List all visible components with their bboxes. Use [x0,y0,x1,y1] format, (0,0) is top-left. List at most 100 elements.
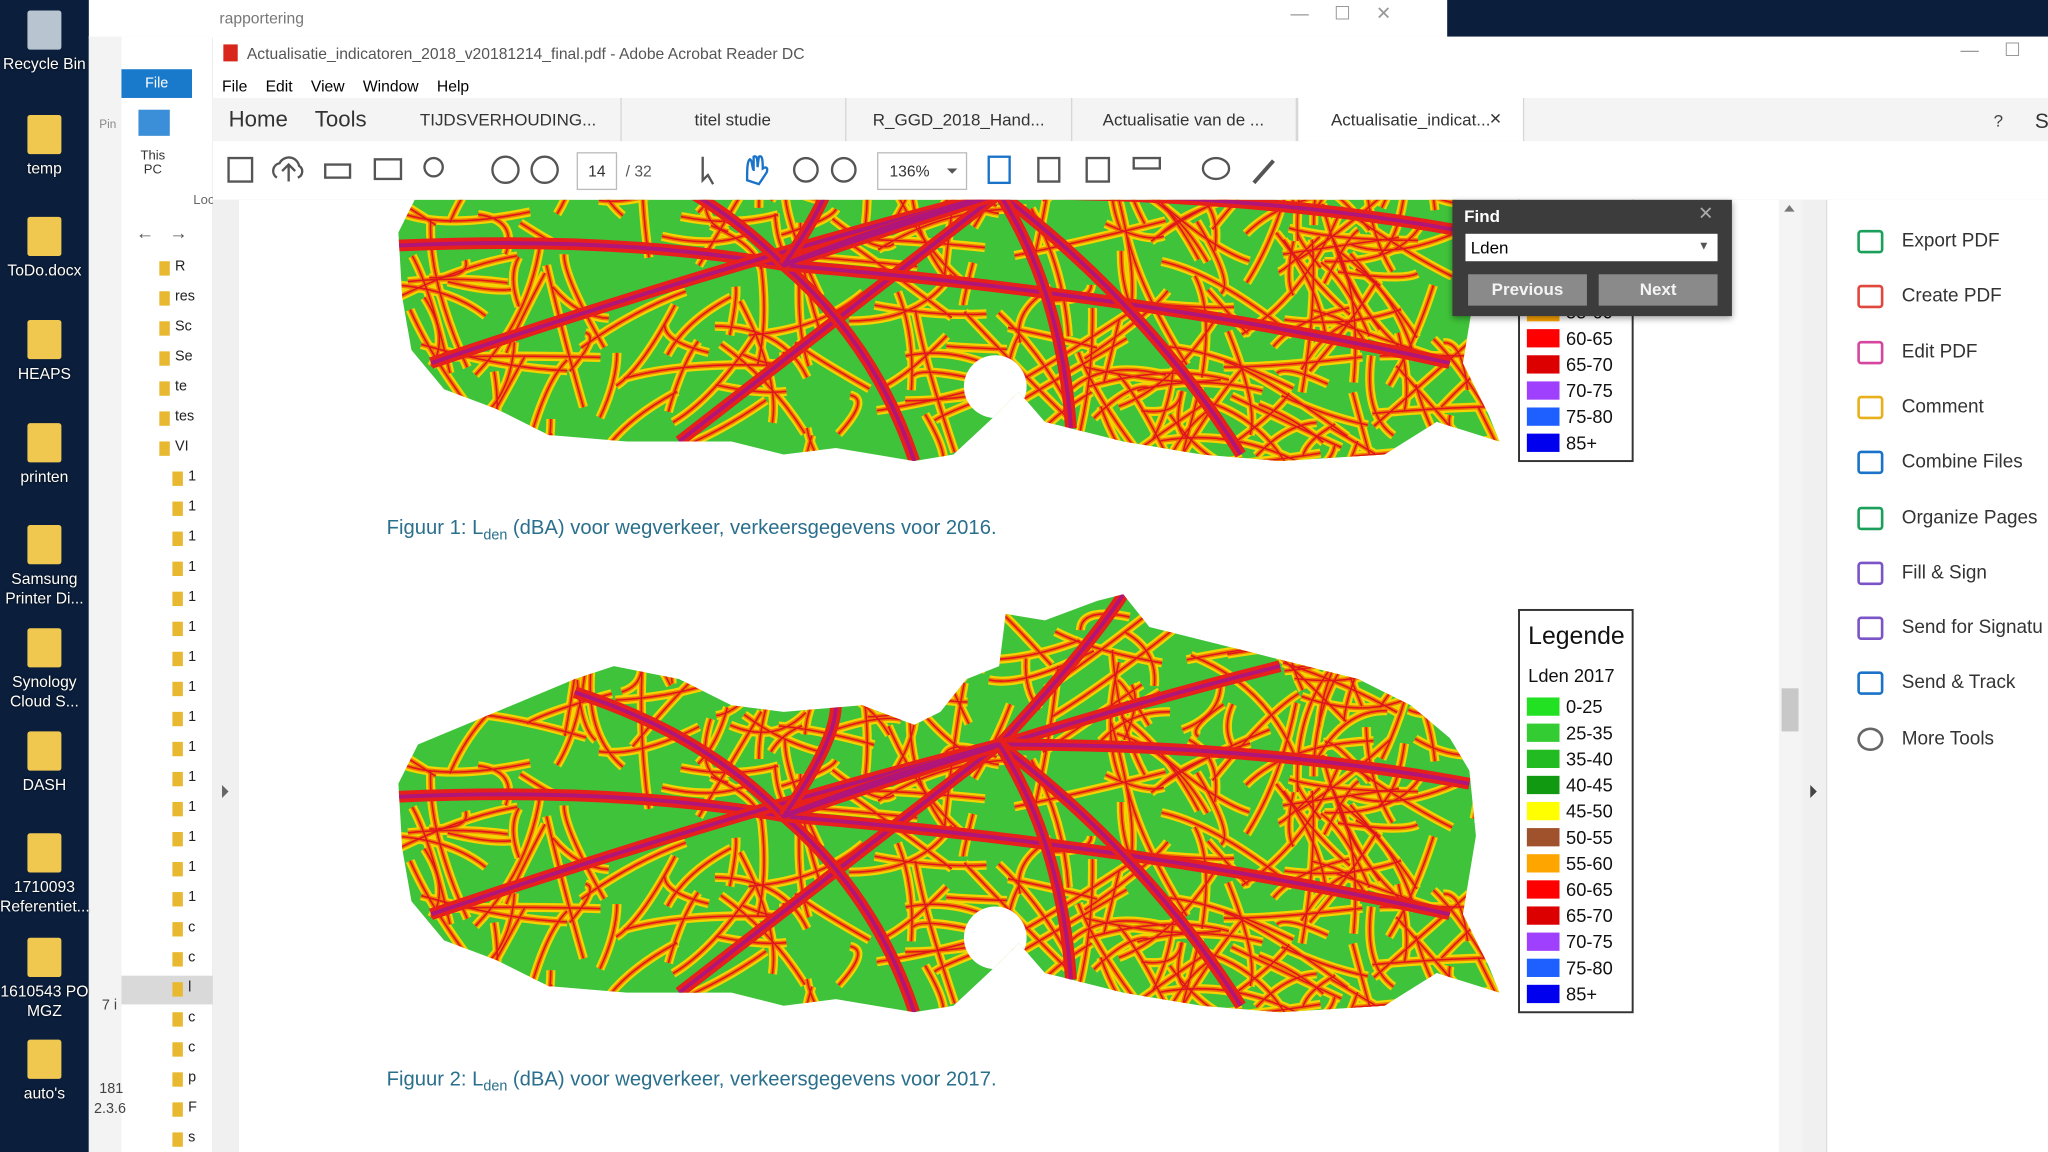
help-glyph[interactable]: ? [1994,112,2003,131]
menu-item[interactable]: Edit [265,77,293,96]
next-page-icon[interactable] [530,155,559,185]
document-tab[interactable]: TIJDSVERHOUDING... [396,97,622,142]
folder-label[interactable]: VI [175,438,189,455]
tool-item[interactable]: Send & Track [1857,671,2015,696]
nav-arrows[interactable]: ← → [135,222,188,243]
scroll-up[interactable] [1784,205,1795,212]
document-tab[interactable]: titel studie [620,97,847,142]
document-tab[interactable]: R_GGD_2018_Hand... [846,97,1073,142]
folder-label[interactable]: 1 [188,649,197,665]
scroll-thumb[interactable] [1781,688,1799,732]
previous-button[interactable]: Previous [1468,274,1587,306]
menu-item[interactable]: Help [436,77,470,96]
upload-icon[interactable] [272,156,304,182]
find-dropdown[interactable]: ▼ [1697,239,1710,253]
desktop-icon[interactable]: temp [0,114,89,179]
rotate-icon[interactable] [1037,156,1061,183]
folder-label[interactable]: 1 [188,709,197,725]
zoom-out-icon[interactable] [792,156,819,183]
folder-label[interactable]: te [175,378,188,395]
tool-item[interactable]: Export PDF [1857,229,2000,254]
sign-icon[interactable] [1252,159,1275,185]
save-icon[interactable] [227,156,254,183]
print-icon[interactable] [324,163,352,179]
folder-label[interactable]: 1 [188,468,197,485]
account-label[interactable]: S [2035,110,2048,133]
desktop-icon[interactable]: 1710093 Referentiet... [0,833,90,917]
tool-item[interactable]: Edit PDF [1857,340,1977,364]
desktop-icon[interactable]: Recycle Bin [0,10,89,74]
page-box[interactable] [576,152,618,191]
folder-label[interactable]: 1 [188,859,197,876]
menu-item[interactable]: View [310,77,345,96]
nav-tab[interactable]: Tools [314,107,367,132]
folder-label[interactable]: 1 [188,769,197,785]
document-tab[interactable]: Actualisatie van de ... [1071,97,1297,142]
tool-item[interactable]: Comment [1857,395,1984,420]
desktop-icon[interactable]: Samsung Printer Di... [0,525,89,609]
find-input[interactable]: Lden [1465,233,1718,262]
zoom-value[interactable]: 136% [889,163,929,180]
folder-label[interactable]: c [188,1009,196,1026]
document-tab[interactable]: Actualisatie_indicat... ✕ [1296,97,1525,142]
page-number[interactable]: 14 [588,163,606,180]
tool-item[interactable]: Send for Signatu [1857,616,2043,641]
tool-item[interactable]: Fill & Sign [1857,561,1987,585]
menu-item[interactable]: Window [362,77,419,96]
mail-icon[interactable] [373,158,403,181]
folder-label[interactable]: 1 [188,829,197,846]
tool-item[interactable]: Create PDF [1857,285,2002,309]
right-pane-toggle[interactable] [1810,784,1817,799]
folder-label[interactable]: c [188,919,196,936]
folder-label[interactable]: 1 [188,889,197,906]
folder-label[interactable]: 1 [188,589,197,605]
folder-label[interactable]: Sc [175,318,192,335]
search-icon[interactable] [423,156,444,178]
folder-label[interactable]: s [188,1129,196,1146]
folder-label[interactable]: R [175,258,186,275]
comment-icon[interactable] [1201,156,1231,181]
folder-label[interactable]: p [188,1069,197,1086]
next-button[interactable]: Next [1598,274,1718,306]
menu-item[interactable]: File [222,77,248,96]
folder-label[interactable]: 1 [188,528,197,545]
read-icon[interactable] [1132,156,1162,170]
left-pane-toggle[interactable] [222,784,229,799]
folder-label[interactable]: c [188,949,196,966]
tool-item[interactable]: Combine Files [1857,450,2023,475]
prev-page-icon[interactable] [491,155,520,185]
desktop-icon[interactable]: ToDo.docx [0,216,89,281]
folder-label[interactable]: F [188,1099,197,1116]
desktop-icon[interactable]: auto's [0,1039,89,1104]
desktop-icon[interactable]: Synology Cloud S... [0,628,89,712]
find-close[interactable]: ✕ [1697,202,1714,224]
folder-label[interactable]: 1 [188,739,197,755]
desktop-icon[interactable]: HEAPS [0,320,89,384]
folder-label[interactable]: 1 [188,559,197,575]
desktop-icon[interactable]: printen [0,423,89,487]
this-pc-label[interactable]: This PC [140,148,166,178]
select-icon[interactable] [701,156,715,185]
tool-item[interactable]: More Tools [1857,727,1994,751]
fit-icon[interactable] [987,155,1011,185]
file-tab[interactable]: File [121,69,193,98]
folder-label[interactable]: Se [175,348,193,365]
scrollbar[interactable] [1778,199,1803,1152]
zoom-caret[interactable] [946,168,958,174]
zoom-in-icon[interactable] [830,156,857,183]
window-controls[interactable]: — ☐ [1960,39,2021,61]
folder-label[interactable]: c [188,1039,196,1056]
folder-label[interactable]: 1 [188,619,197,635]
folder-label[interactable]: tes [175,408,195,425]
folder-label[interactable]: res [175,288,195,305]
folder-label[interactable]: 1 [188,679,197,695]
desktop-icon[interactable]: DASH [0,731,89,795]
nav-tab[interactable]: Home [228,107,288,132]
pin-label[interactable]: Pin [99,117,117,131]
folder-label[interactable]: 1 [188,498,197,515]
desktop-icon[interactable]: 1610543 PO MGZ [0,937,89,1022]
window-controls[interactable]: — ☐ ✕ [1290,2,1392,24]
tab-close[interactable]: ✕ [1488,109,1503,129]
folder-label[interactable]: l [188,979,192,996]
folder-label[interactable]: 1 [188,799,197,816]
